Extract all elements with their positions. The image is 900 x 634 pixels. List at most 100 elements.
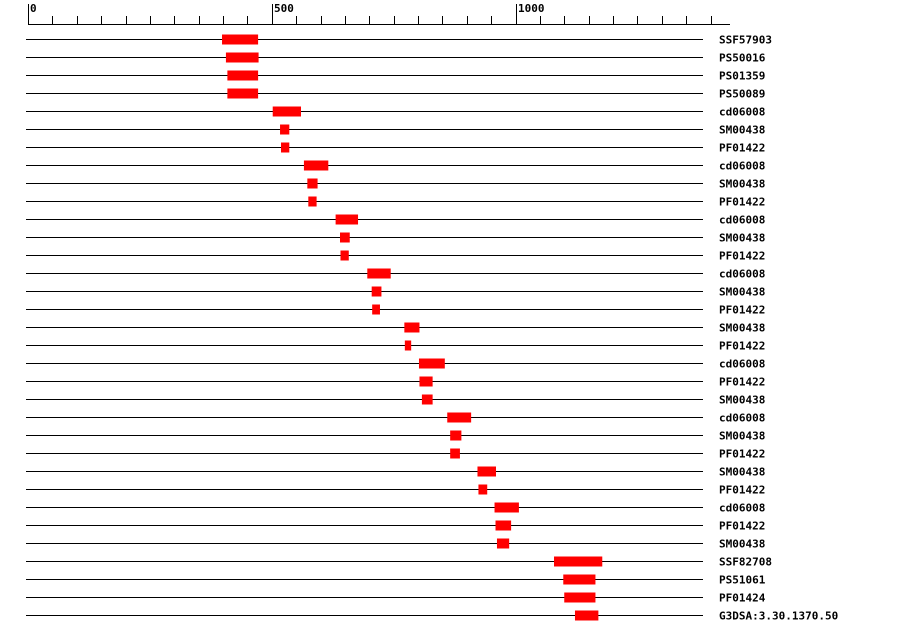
domain-bar bbox=[404, 322, 420, 333]
track-label: SM00438 bbox=[719, 124, 765, 137]
track-row: cd06008 bbox=[26, 214, 765, 227]
track-row: PF01422 bbox=[26, 340, 765, 353]
track-label: SSF82708 bbox=[719, 556, 772, 569]
domain-tracks: SSF57903 PS50016 PS01359 PS50089 cd06008 SM00… bbox=[26, 34, 838, 623]
domain-bar bbox=[404, 340, 412, 351]
track-label: cd06008 bbox=[719, 268, 765, 281]
track-row: cd06008 bbox=[26, 502, 765, 515]
domain-bar bbox=[308, 196, 317, 207]
track-label: SM00438 bbox=[719, 466, 765, 479]
track-label: PS51061 bbox=[719, 574, 766, 587]
domain-bar bbox=[494, 502, 519, 513]
position-ruler: 0 500 1000 bbox=[28, 2, 730, 25]
domain-bar bbox=[272, 106, 301, 117]
track-label: PF01422 bbox=[719, 304, 765, 317]
domain-bar bbox=[340, 250, 349, 261]
track-row: cd06008 bbox=[26, 106, 765, 119]
track-row: SM00438 bbox=[26, 538, 765, 551]
domain-bar bbox=[450, 448, 460, 459]
track-label: SM00438 bbox=[719, 178, 765, 191]
domain-bar bbox=[281, 142, 290, 153]
track-row: SM00438 bbox=[26, 286, 765, 299]
track-row: PS50089 bbox=[26, 88, 765, 101]
track-label: SM00438 bbox=[719, 430, 765, 443]
track-label: PF01422 bbox=[719, 484, 765, 497]
track-label: PS50016 bbox=[719, 52, 766, 65]
domain-bar bbox=[450, 430, 462, 441]
domain-bar bbox=[554, 556, 603, 567]
track-row: SSF57903 bbox=[26, 34, 772, 47]
domain-bar bbox=[563, 574, 596, 585]
track-row: SM00438 bbox=[26, 232, 765, 245]
track-row: PS50016 bbox=[26, 52, 766, 65]
track-label: SM00438 bbox=[719, 394, 765, 407]
track-row: cd06008 bbox=[26, 358, 765, 371]
domain-bar bbox=[478, 484, 488, 495]
ruler-tick-label: 0 bbox=[30, 2, 37, 15]
domain-bar bbox=[303, 160, 329, 171]
domain-bar bbox=[496, 538, 510, 549]
track-label: PF01422 bbox=[719, 250, 765, 263]
track-label: SSF57903 bbox=[719, 34, 772, 47]
track-row: PF01422 bbox=[26, 196, 765, 209]
domain-bar bbox=[574, 610, 599, 621]
track-label: PS50089 bbox=[719, 88, 765, 101]
track-row: PS51061 bbox=[26, 574, 766, 587]
track-row: PF01422 bbox=[26, 376, 765, 389]
track-row: PF01422 bbox=[26, 304, 765, 317]
track-label: SM00438 bbox=[719, 232, 765, 245]
track-row: cd06008 bbox=[26, 160, 765, 173]
domain-bar bbox=[227, 70, 259, 81]
track-row: G3DSA:3.30.1370.50 bbox=[26, 610, 838, 623]
track-label: PF01424 bbox=[719, 592, 766, 605]
track-label: PF01422 bbox=[719, 448, 765, 461]
domain-bar bbox=[280, 124, 290, 135]
domain-bar bbox=[418, 358, 445, 369]
domain-bar bbox=[372, 304, 380, 315]
ruler-tick-label: 500 bbox=[274, 2, 294, 15]
domain-bar bbox=[564, 592, 596, 603]
domain-bar bbox=[222, 34, 259, 45]
track-label: SM00438 bbox=[719, 286, 765, 299]
track-row: PF01422 bbox=[26, 142, 765, 155]
track-label: G3DSA:3.30.1370.50 bbox=[719, 610, 838, 623]
track-row: PF01422 bbox=[26, 484, 765, 497]
domain-bar bbox=[307, 178, 318, 189]
track-label: PF01422 bbox=[719, 376, 765, 389]
track-label: cd06008 bbox=[719, 214, 765, 227]
track-row: PF01424 bbox=[26, 592, 766, 605]
domain-bar bbox=[225, 52, 259, 63]
track-row: PF01422 bbox=[26, 520, 765, 533]
domain-bar bbox=[421, 394, 433, 405]
track-row: SM00438 bbox=[26, 394, 765, 407]
ruler-tick-label: 1000 bbox=[518, 2, 545, 15]
track-label: cd06008 bbox=[719, 106, 765, 119]
track-row: cd06008 bbox=[26, 412, 765, 425]
track-label: PS01359 bbox=[719, 70, 765, 83]
domain-bar bbox=[371, 286, 382, 297]
track-row: PF01422 bbox=[26, 448, 765, 461]
domain-bar bbox=[227, 88, 259, 99]
domain-bar bbox=[495, 520, 512, 531]
track-label: cd06008 bbox=[719, 358, 765, 371]
track-row: SM00438 bbox=[26, 466, 765, 479]
track-label: PF01422 bbox=[719, 142, 765, 155]
domain-bar bbox=[419, 376, 433, 387]
domain-bar bbox=[477, 466, 496, 477]
track-label: PF01422 bbox=[719, 520, 765, 533]
track-row: SM00438 bbox=[26, 322, 765, 335]
domain-bar bbox=[340, 232, 350, 243]
track-row: SM00438 bbox=[26, 178, 765, 191]
track-row: cd06008 bbox=[26, 268, 765, 281]
track-label: PF01422 bbox=[719, 340, 765, 353]
track-row: SSF82708 bbox=[26, 556, 772, 569]
domain-bar bbox=[367, 268, 391, 279]
domain-bar bbox=[447, 412, 472, 423]
track-label: SM00438 bbox=[719, 322, 765, 335]
track-label: cd06008 bbox=[719, 160, 765, 173]
track-row: PS01359 bbox=[26, 70, 765, 83]
track-row: SM00438 bbox=[26, 124, 765, 137]
track-label: PF01422 bbox=[719, 196, 765, 209]
track-row: SM00438 bbox=[26, 430, 765, 443]
